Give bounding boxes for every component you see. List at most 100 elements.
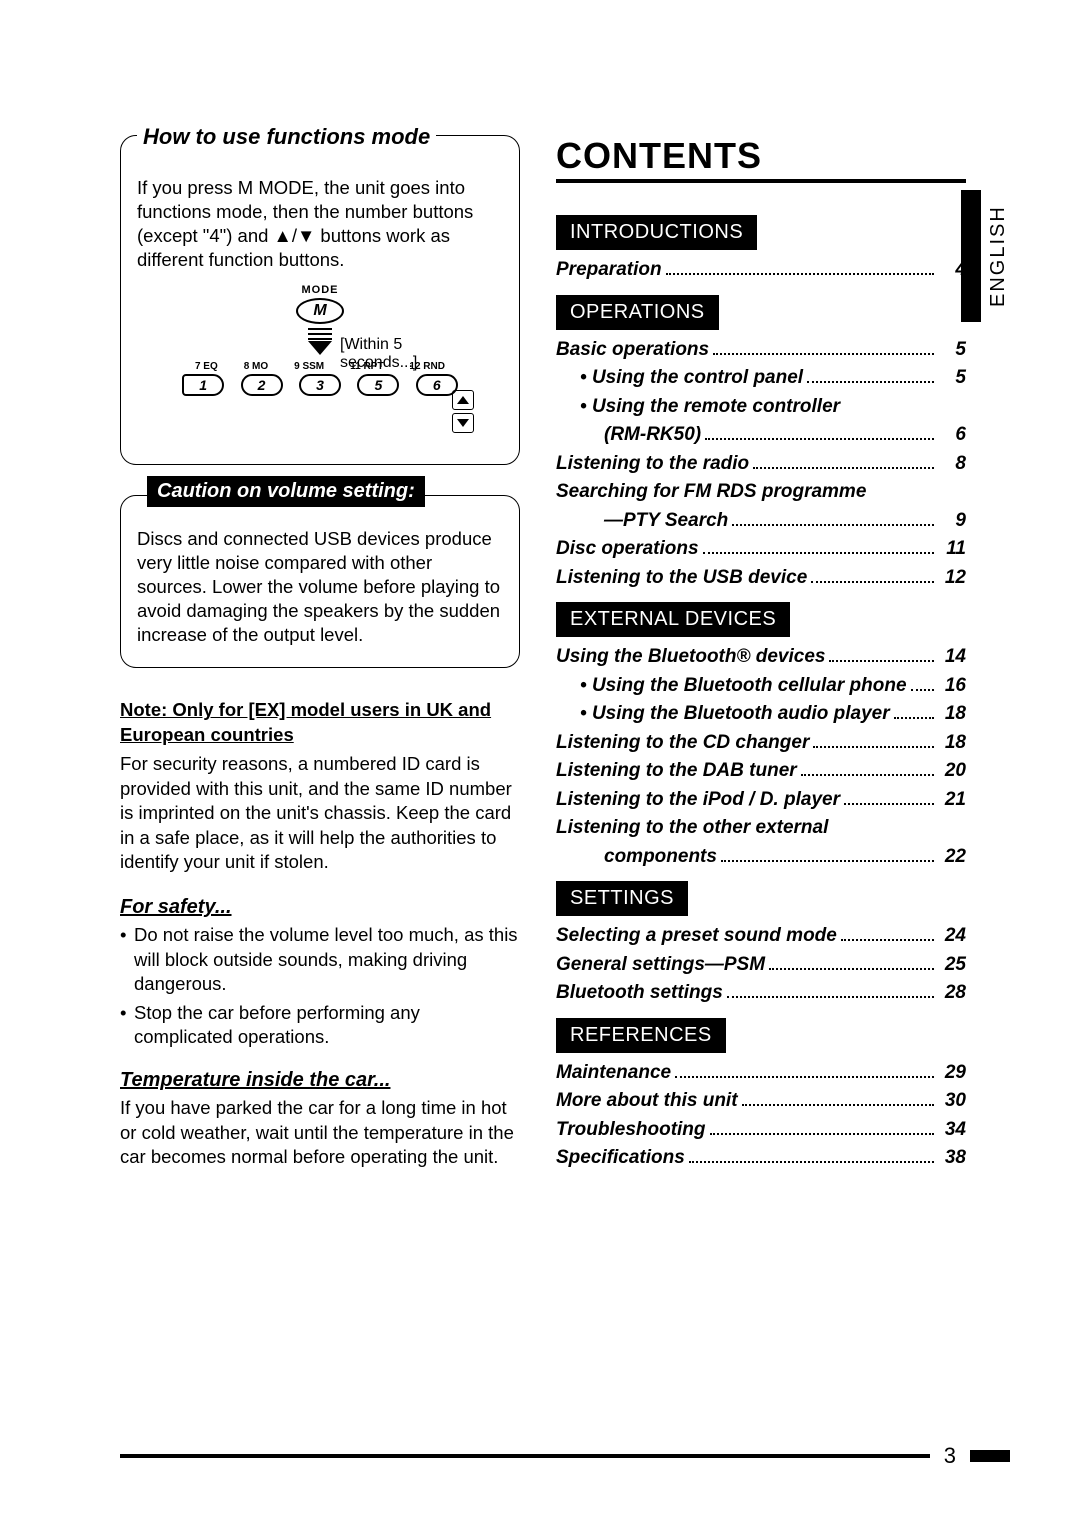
toc-line: Specifications 38 (556, 1144, 966, 1173)
language-tab: ENGLISH (961, 190, 1010, 322)
toc-dots (801, 774, 934, 776)
toc-page: 9 (938, 507, 966, 536)
footer-rule (120, 1454, 930, 1458)
toc-dots (911, 689, 934, 691)
toc-line: Listening to the DAB tuner20 (556, 757, 966, 786)
toc-section-head: REFERENCES (556, 1018, 726, 1053)
toc-dots (727, 996, 934, 998)
toc-label: (RM-RK50) (604, 421, 701, 450)
toc-label: General settings—PSM (556, 951, 765, 980)
toc-line: Listening to the radio 8 (556, 450, 966, 479)
toc-label: Searching for FM RDS programme (556, 478, 866, 507)
toc-line: Using the control panel 5 (556, 364, 966, 393)
toc-label: Preparation (556, 256, 662, 285)
toc-dots (666, 273, 934, 275)
toc-line: Searching for FM RDS programme (556, 478, 966, 507)
temperature-heading: Temperature inside the car... (120, 1069, 520, 1092)
safety-heading: For safety... (120, 896, 520, 919)
toc-line: Using the Bluetooth audio player 18 (556, 700, 966, 729)
number-button-row: 1 2 3 5 6 (170, 374, 470, 396)
toc-line: Listening to the iPod / D. player21 (556, 786, 966, 815)
toc-page: 24 (938, 922, 966, 951)
caution-body: Discs and connected USB devices produce … (137, 527, 503, 647)
toc-page: 21 (938, 786, 966, 815)
toc-label: Using the Bluetooth® devices (556, 643, 825, 672)
toc-line: Listening to the USB device12 (556, 564, 966, 593)
toc-label: Using the control panel (580, 364, 803, 393)
within-text: [Within 5 seconds...] (340, 336, 470, 372)
functions-mode-box: How to use functions mode If you press M… (120, 135, 520, 465)
functions-mode-title: How to use functions mode (137, 124, 436, 150)
toc-page: 38 (938, 1144, 966, 1173)
functions-mode-body: If you press M MODE, the unit goes into … (137, 176, 503, 272)
toc-line: Basic operations5 (556, 336, 966, 365)
safety-list: Do not raise the volume level too much, … (120, 923, 520, 1049)
page: How to use functions mode If you press M… (0, 0, 1080, 1252)
toc-dots (844, 803, 934, 805)
toc-line: —PTY Search9 (556, 507, 966, 536)
toc-line: General settings—PSM 25 (556, 951, 966, 980)
toc-label: Selecting a preset sound mode (556, 922, 837, 951)
toc-label: Specifications (556, 1144, 685, 1173)
mode-label: MODE (170, 284, 470, 296)
toc-label: Using the Bluetooth audio player (580, 700, 890, 729)
toc-dots (689, 1161, 934, 1163)
toc-label: Listening to the other external (556, 814, 828, 843)
toc-label: Maintenance (556, 1059, 671, 1088)
toc-page: 5 (938, 364, 966, 393)
tiny-label: 7 EQ (195, 361, 218, 372)
toc-dots (710, 1133, 934, 1135)
toc-label: Troubleshooting (556, 1116, 706, 1145)
toc-dots (703, 552, 934, 554)
num-button: 3 (299, 374, 341, 396)
toc-dots (769, 968, 934, 970)
toc-dots (811, 581, 934, 583)
toc-label: Listening to the DAB tuner (556, 757, 797, 786)
toc-line: Using the Bluetooth® devices 14 (556, 643, 966, 672)
toc-page: 8 (938, 450, 966, 479)
up-triangle-icon (452, 390, 474, 410)
toc-page: 6 (938, 421, 966, 450)
toc-dots (829, 660, 934, 662)
page-number: 3 (944, 1443, 956, 1469)
toc-line: Troubleshooting34 (556, 1116, 966, 1145)
toc-dots (675, 1076, 934, 1078)
toc-dots (807, 381, 934, 383)
temperature-body: If you have parked the car for a long ti… (120, 1096, 520, 1169)
toc-section-head: OPERATIONS (556, 295, 719, 330)
toc-label: Listening to the radio (556, 450, 749, 479)
toc-page: 25 (938, 951, 966, 980)
toc-label: Listening to the CD changer (556, 729, 809, 758)
toc-page: 16 (938, 672, 966, 701)
toc-dots (732, 524, 934, 526)
toc-line: Using the Bluetooth cellular phone16 (556, 672, 966, 701)
toc-section-head: EXTERNAL DEVICES (556, 602, 790, 637)
toc-page: 30 (938, 1087, 966, 1116)
caution-box: Caution on volume setting: Discs and con… (120, 495, 520, 668)
page-footer: 3 (120, 1443, 1010, 1469)
toc-dots (713, 353, 934, 355)
toc-line: Listening to the CD changer 18 (556, 729, 966, 758)
toc-line: Preparation4 (556, 256, 966, 285)
arrow-buttons (452, 390, 474, 436)
tiny-label: 8 MO (244, 361, 268, 372)
toc-page: 29 (938, 1059, 966, 1088)
toc-label: More about this unit (556, 1087, 738, 1116)
arrow-down-icon (308, 341, 332, 355)
contents-title: CONTENTS (556, 135, 966, 183)
toc-line: Selecting a preset sound mode 24 (556, 922, 966, 951)
toc-dots (742, 1104, 934, 1106)
toc-page: 18 (938, 700, 966, 729)
num-button: 5 (357, 374, 399, 396)
toc-label: Basic operations (556, 336, 709, 365)
note-heading: Note: Only for [EX] model users in UK an… (120, 698, 520, 748)
num-button: 1 (182, 374, 224, 396)
toc-line: Using the remote controller (556, 393, 966, 422)
toc-page: 18 (938, 729, 966, 758)
toc-page: 12 (938, 564, 966, 593)
toc-page: 14 (938, 643, 966, 672)
caution-title: Caution on volume setting: (147, 476, 425, 507)
toc-page: 22 (938, 843, 966, 872)
toc-dots (894, 717, 934, 719)
toc-line: More about this unit 30 (556, 1087, 966, 1116)
